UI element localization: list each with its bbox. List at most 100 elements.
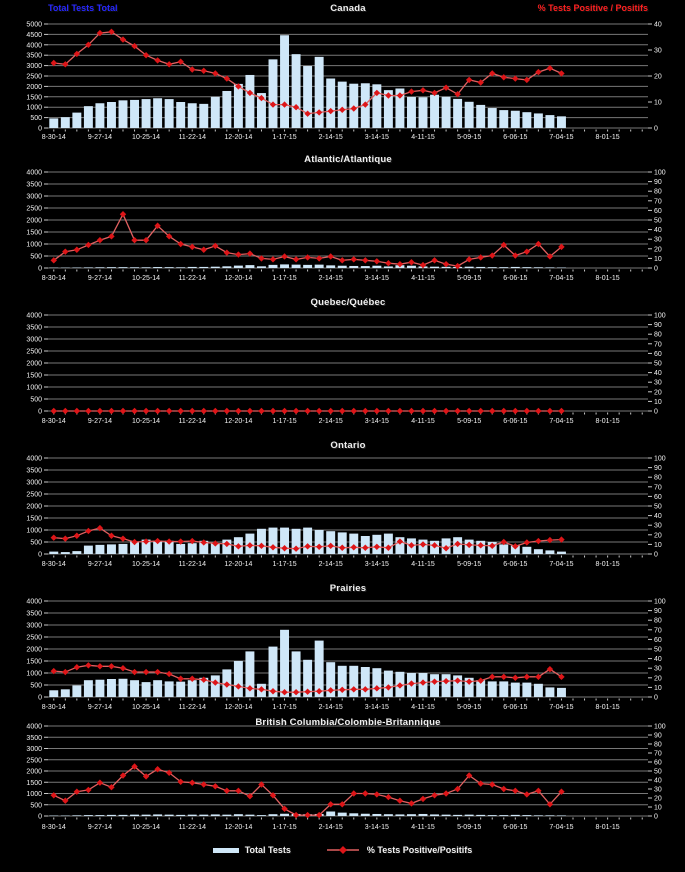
left-axis-tick-label: 500 (30, 397, 42, 404)
right-axis-tick-label: 40 (654, 656, 662, 663)
pct-positive-line (51, 763, 565, 818)
right-axis-tick-label: 70 (654, 627, 662, 634)
x-axis-tick-label: 1-17-15 (272, 824, 296, 831)
x-axis-tick-label: 7-04-15 (549, 704, 573, 711)
right-axis-tick-label: 50 (654, 218, 662, 225)
x-axis-tick-label: 7-04-15 (549, 418, 573, 425)
x-axis-tick-label: 8-01-15 (596, 134, 620, 141)
left-axis-tick-label: 1500 (26, 230, 42, 237)
left-axis-tick-label: 2500 (26, 757, 42, 764)
x-axis-tick-label: 2-14-15 (319, 275, 343, 282)
ontario-combo-chart: 4000350030002500200015001000500010090807… (0, 432, 685, 575)
left-axis-tick-label: 500 (30, 683, 42, 690)
left-axis-tick-label: 4000 (26, 456, 42, 463)
right-axis-tick-label: 20 (654, 675, 662, 682)
right-axis-tick-label: 50 (654, 504, 662, 511)
right-axis-tick-label: 30 (654, 48, 662, 55)
left-axis-tick-label: 2500 (26, 492, 42, 499)
right-axis-tick-label: 10 (654, 685, 662, 692)
x-axis-tick-label: 10-25-14 (132, 418, 160, 425)
total-tests-bars (49, 264, 566, 268)
left-axis-tick-label: 4000 (26, 313, 42, 320)
x-axis-tick-label: 8-01-15 (596, 275, 620, 282)
right-axis-series-label: % Tests Positive / Positifs (538, 3, 648, 13)
x-axis-tick-label: 8-01-15 (596, 704, 620, 711)
x-axis-tick-label: 12-20-14 (224, 824, 252, 831)
left-axis-tick-label: 3000 (26, 623, 42, 630)
x-axis-tick-label: 11-22-14 (178, 418, 206, 425)
right-axis-tick-label: 0 (654, 814, 658, 821)
x-axis-tick-label: 11-22-14 (178, 704, 206, 711)
left-axis-tick-label: 3000 (26, 746, 42, 753)
x-axis-tick-label: 3-14-15 (365, 418, 389, 425)
left-axis-tick-label: 2000 (26, 647, 42, 654)
x-axis-tick-label: 8-01-15 (596, 824, 620, 831)
x-axis-tick-label: 3-14-15 (365, 275, 389, 282)
right-axis-tick-label: 80 (654, 332, 662, 339)
right-axis-tick-label: 60 (654, 637, 662, 644)
x-axis-tick-label: 10-25-14 (132, 561, 160, 568)
x-axis-tick-label: 8-01-15 (596, 418, 620, 425)
chart-panel-british-columbia: British Columbia/Colombie-Britannique 40… (0, 718, 685, 838)
x-axis-tick-label: 3-14-15 (365, 824, 389, 831)
left-axis-tick-label: 0 (38, 266, 42, 273)
left-axis-tick-label: 2000 (26, 84, 42, 91)
x-axis-tick-label: 2-14-15 (319, 704, 343, 711)
left-axis-tick-label: 4000 (26, 42, 42, 49)
right-axis-tick-label: 60 (654, 351, 662, 358)
x-axis-tick-label: 11-22-14 (178, 275, 206, 282)
right-axis-tick-label: 30 (654, 523, 662, 530)
x-axis-tick-label: 2-14-15 (319, 824, 343, 831)
left-axis-tick-label: 2500 (26, 635, 42, 642)
right-axis-tick-label: 50 (654, 361, 662, 368)
legend-item-pct-positive: % Tests Positive/Positifs (325, 845, 472, 855)
x-axis-tick-label: 11-22-14 (178, 134, 206, 141)
x-axis-tick-label: 3-14-15 (365, 561, 389, 568)
left-axis-tick-label: 3000 (26, 63, 42, 70)
right-axis-tick-label: 100 (654, 724, 666, 731)
left-axis-tick-label: 500 (30, 540, 42, 547)
pct-positive-line (51, 408, 565, 414)
left-axis-tick-label: 4000 (26, 599, 42, 606)
x-axis-tick-label: 8-30-14 (42, 418, 66, 425)
left-axis-tick-label: 4500 (26, 32, 42, 39)
right-axis-tick-label: 40 (654, 513, 662, 520)
x-axis-tick-label: 4-11-15 (411, 561, 435, 568)
x-axis-tick-label: 12-20-14 (224, 275, 252, 282)
left-axis-tick-label: 1500 (26, 94, 42, 101)
line-swatch (325, 845, 361, 855)
quebec-combo-chart: 4000350030002500200015001000500010090807… (0, 289, 685, 432)
total-tests-bars (49, 528, 566, 554)
left-axis-tick-label: 3500 (26, 468, 42, 475)
left-axis-tick-label: 1500 (26, 780, 42, 787)
left-axis-tick-label: 2000 (26, 504, 42, 511)
british-columbia-combo-chart: 4000350030002500200015001000500010090807… (0, 718, 685, 838)
left-axis-tick-label: 5000 (26, 22, 42, 29)
x-axis-tick-label: 5-09-15 (457, 418, 481, 425)
x-axis-tick-label: 5-09-15 (457, 134, 481, 141)
left-axis-tick-label: 0 (38, 552, 42, 559)
x-axis-tick-label: 4-11-15 (411, 134, 435, 141)
x-axis-tick-label: 8-30-14 (42, 824, 66, 831)
right-axis-tick-label: 40 (654, 778, 662, 785)
right-axis-tick-label: 60 (654, 494, 662, 501)
left-axis-tick-label: 1000 (26, 671, 42, 678)
x-axis-tick-label: 1-17-15 (272, 704, 296, 711)
x-axis-tick-label: 8-01-15 (596, 561, 620, 568)
x-axis-tick-label: 9-27-14 (88, 134, 112, 141)
right-axis-tick-label: 0 (654, 552, 658, 559)
right-axis-tick-label: 90 (654, 322, 662, 329)
right-axis-tick-label: 60 (654, 208, 662, 215)
x-axis-tick-label: 7-04-15 (549, 134, 573, 141)
left-axis-tick-label: 4000 (26, 170, 42, 177)
right-axis-tick-label: 90 (654, 608, 662, 615)
x-axis-tick-label: 8-30-14 (42, 134, 66, 141)
x-axis-tick-label: 5-09-15 (457, 275, 481, 282)
right-axis-tick-label: 90 (654, 465, 662, 472)
x-axis-tick-label: 4-11-15 (411, 824, 435, 831)
right-axis-tick-label: 30 (654, 237, 662, 244)
left-axis-tick-label: 3500 (26, 611, 42, 618)
